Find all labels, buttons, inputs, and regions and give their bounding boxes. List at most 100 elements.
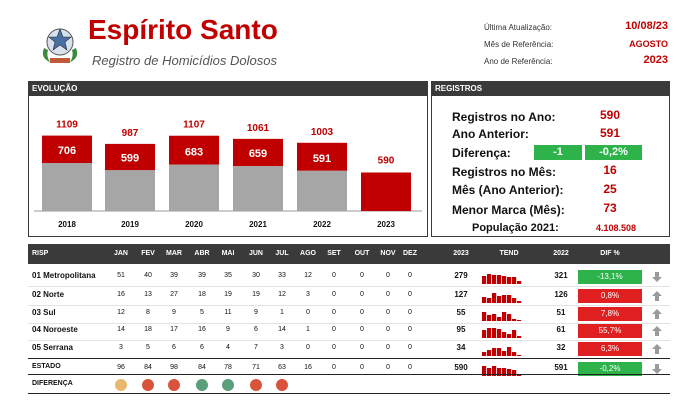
sparkline-bar [497, 275, 502, 284]
month-value: 0 [306, 344, 310, 351]
risp-name: 01 Metropolitana [32, 271, 96, 280]
trend-sparkline [482, 347, 522, 356]
sparkline-bar [507, 314, 512, 321]
last-update-value: 10/08/23 [625, 20, 668, 32]
sparkline-bar [482, 330, 487, 338]
dif-percent-badge: 55,7% [578, 324, 642, 338]
month-value: 7 [254, 344, 258, 351]
bar-inner-label: 683 [185, 147, 203, 159]
sparkline-bar [502, 276, 507, 284]
status-dot-icon [276, 379, 288, 391]
diferenca-absolute-value: -1 [534, 145, 582, 160]
sparkline-bar [487, 328, 492, 338]
sparkline-bar [482, 297, 487, 303]
sparkline-bar [502, 295, 507, 303]
bar-partial [105, 170, 155, 211]
month-value: 19 [252, 291, 260, 298]
month-value: 11 [224, 309, 232, 316]
month-value: 6 [200, 344, 204, 351]
arrow-down-icon [652, 272, 662, 282]
sparkline-bar [517, 320, 522, 321]
month-value: 0 [306, 309, 310, 316]
month-value: 0 [332, 326, 336, 333]
sparkline-bar [497, 329, 502, 338]
month-value: 0 [360, 291, 364, 298]
sparkline-bar [492, 348, 497, 356]
total-2023: 95 [456, 325, 466, 334]
month-value: 0 [360, 364, 364, 371]
sparkline-bar [487, 368, 492, 376]
x-tick-label: 2020 [185, 220, 203, 229]
month-value: 9 [172, 309, 176, 316]
sparkline-bar [507, 369, 512, 376]
diferenca-label: Diferença: [452, 146, 511, 160]
sparkline-bar [502, 368, 507, 376]
total-2023: 590 [454, 363, 468, 372]
col-month: JUN [248, 250, 263, 257]
month-value: 9 [254, 309, 258, 316]
total-2022: 591 [554, 363, 568, 372]
row-divider [28, 323, 670, 324]
month-value: 12 [278, 291, 286, 298]
sparkline-bar [492, 328, 497, 338]
status-dot-icon [142, 379, 154, 391]
status-dot-icon [250, 379, 262, 391]
month-value: 13 [144, 291, 152, 298]
bar-total [233, 138, 283, 167]
month-value: 0 [360, 309, 364, 316]
row-divider [28, 305, 670, 306]
col-2022: 2022 [553, 250, 569, 257]
month-value: 3 [306, 291, 310, 298]
bar-total [42, 135, 92, 163]
total-2022: 32 [556, 343, 566, 352]
evolution-bar-chart: 1109 706 2018 987 599 2019 1107 683 2020 1061 659 2… [34, 120, 422, 229]
month-value: 0 [360, 344, 364, 351]
month-value: 0 [386, 272, 390, 279]
month-value: 18 [198, 291, 206, 298]
sparkline-bar [507, 295, 512, 303]
arrow-up-icon [652, 326, 662, 336]
diferenca-row-label: DIFERENÇA [32, 380, 73, 387]
trend-sparkline [482, 312, 522, 321]
bar-top-label: 987 [122, 128, 139, 139]
month-value: 0 [332, 272, 336, 279]
month-value: 14 [117, 326, 125, 333]
month-value: 5 [146, 344, 150, 351]
sparkline-bar [492, 293, 497, 303]
month-value: 17 [170, 326, 178, 333]
reference-year-label: Ano de Referência: [484, 57, 553, 66]
bar-inner-label: 706 [58, 145, 76, 157]
sparkline-bar [492, 366, 497, 376]
col-month: DEZ [403, 250, 417, 257]
month-value: 18 [144, 326, 152, 333]
bar-partial [233, 166, 283, 211]
sparkline-bar [517, 301, 522, 303]
sparkline-bar [517, 281, 522, 284]
x-tick-label: 2023 [377, 220, 395, 229]
month-value: 12 [117, 309, 125, 316]
month-value: 0 [408, 291, 412, 298]
reference-month-value: AGOSTO [629, 39, 668, 49]
table-bottom-rule [28, 393, 670, 394]
registros-ano-label: Registros no Ano: [452, 110, 556, 124]
populacao-label: População 2021: [472, 222, 559, 234]
month-value: 0 [408, 344, 412, 351]
month-value: 8 [146, 309, 150, 316]
col-dif: DIF % [600, 250, 620, 257]
month-value: 0 [332, 364, 336, 371]
trend-sparkline [482, 274, 522, 284]
dif-percent-badge: 7,8% [578, 307, 642, 321]
x-tick-label: 2021 [249, 220, 267, 229]
bar-partial [169, 164, 219, 211]
sparkline-bar [482, 276, 487, 284]
status-dot-icon [115, 379, 127, 391]
month-value: 40 [144, 272, 152, 279]
col-month: MAR [166, 250, 182, 257]
sparkline-bar [517, 336, 522, 338]
month-value: 0 [332, 309, 336, 316]
bar-top-label: 590 [378, 155, 395, 166]
bar-total [105, 143, 155, 171]
col-month: NOV [380, 250, 396, 257]
sparkline-bar [512, 319, 517, 321]
last-update-label: Última Atualização: [484, 23, 553, 32]
